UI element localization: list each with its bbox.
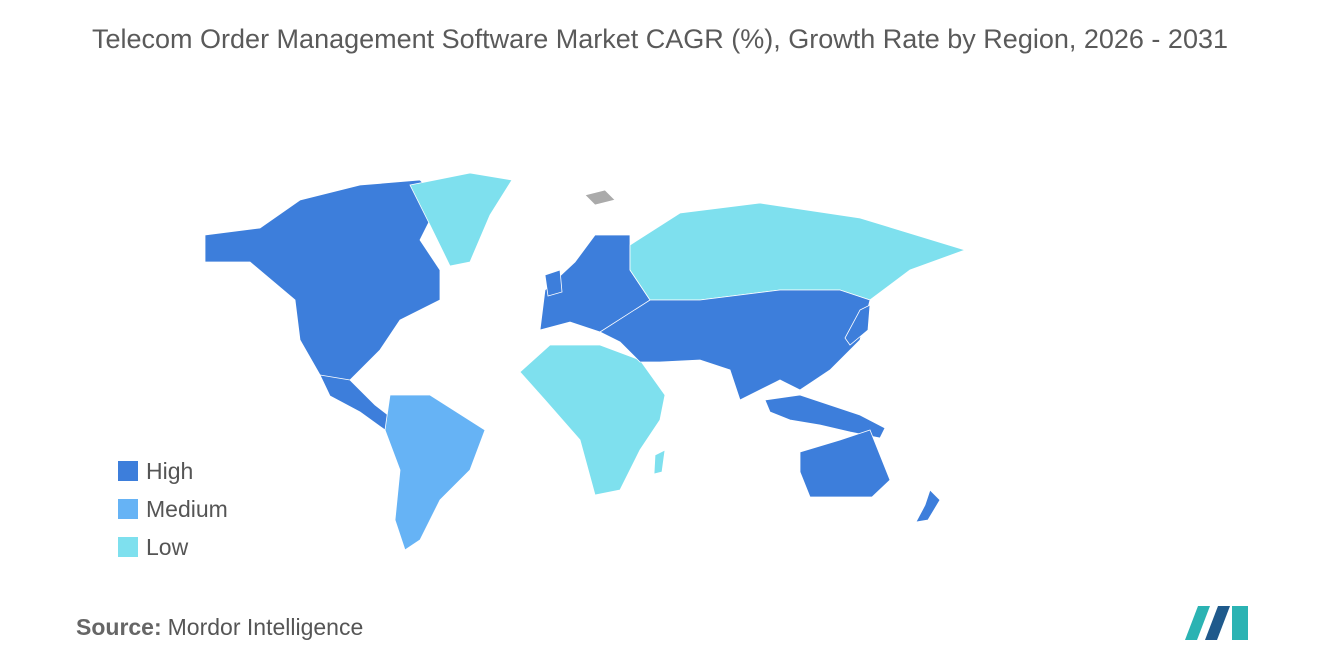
legend-item: Medium bbox=[118, 490, 228, 528]
south-america bbox=[384, 394, 486, 551]
legend: High Medium Low bbox=[118, 452, 228, 566]
logo bbox=[1185, 606, 1248, 640]
no-data bbox=[584, 189, 616, 206]
central-america bbox=[319, 374, 393, 431]
africa bbox=[519, 344, 666, 496]
source: Source: Mordor Intelligence bbox=[76, 614, 363, 641]
legend-swatch bbox=[118, 461, 138, 481]
north-america bbox=[204, 179, 441, 391]
chart-title: Telecom Order Management Software Market… bbox=[92, 24, 1228, 54]
source-label: Source: bbox=[76, 614, 162, 640]
greenland bbox=[409, 172, 513, 267]
russia bbox=[629, 202, 967, 301]
uk bbox=[544, 269, 563, 297]
southeast-asia bbox=[764, 394, 886, 439]
legend-swatch bbox=[118, 499, 138, 519]
legend-label: Low bbox=[146, 533, 189, 560]
legend-item: Low bbox=[118, 528, 228, 566]
new-zealand bbox=[915, 489, 941, 523]
asia bbox=[599, 289, 871, 401]
legend-swatch bbox=[118, 537, 138, 557]
legend-label: Medium bbox=[146, 495, 228, 522]
australia bbox=[799, 429, 891, 498]
legend-item: High bbox=[118, 452, 228, 490]
legend-label: High bbox=[146, 457, 194, 484]
japan bbox=[844, 304, 871, 346]
madagascar bbox=[653, 449, 666, 475]
source-name: Mordor Intelligence bbox=[167, 614, 364, 640]
